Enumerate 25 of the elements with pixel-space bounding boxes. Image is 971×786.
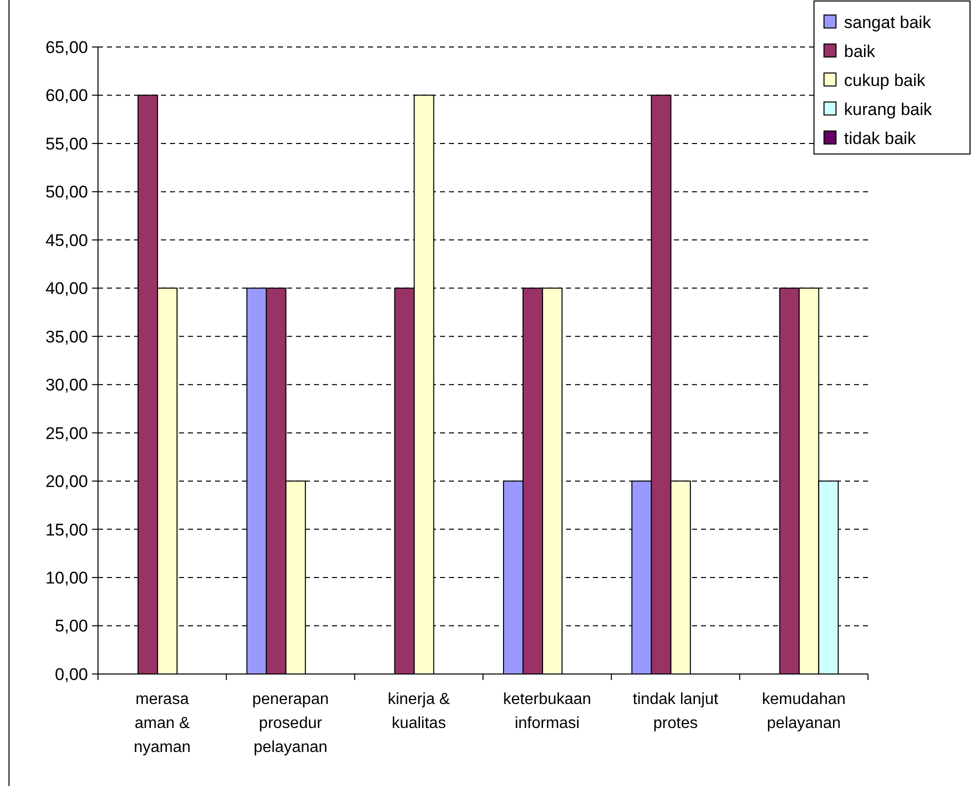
y-tick-label: 0,00: [54, 664, 88, 684]
legend-label: sangat baik: [844, 12, 932, 32]
y-tick-label: 55,00: [45, 134, 88, 154]
y-tick-label: 15,00: [45, 520, 88, 540]
x-tick-label: kinerja & kualitas: [388, 691, 450, 732]
x-tick-label: kemudahan pelayanan: [762, 691, 846, 732]
legend-label: cukup baik: [844, 70, 926, 90]
y-tick-label: 60,00: [45, 86, 88, 106]
y-tick-label: 45,00: [45, 230, 88, 250]
x-tick-label: penerapan prosedur pelayanan: [252, 691, 329, 756]
y-tick-label: 65,00: [45, 38, 88, 57]
y-tick-label: 25,00: [45, 424, 88, 443]
y-tick-label: 5,00: [54, 616, 88, 636]
x-tick-label: merasa aman & nyaman: [134, 691, 191, 756]
legend-label: tidak baik: [844, 128, 916, 148]
x-tick-label: keterbukaan informasi: [503, 691, 592, 732]
x-tick-label: tindak lanjut protes: [632, 691, 719, 732]
y-tick-label: 40,00: [45, 279, 88, 298]
y-tick-label: 20,00: [45, 472, 88, 492]
y-tick-label: 30,00: [45, 376, 88, 395]
legend-label: baik: [844, 42, 876, 61]
y-tick-label: 50,00: [45, 182, 88, 202]
y-tick-label: 10,00: [45, 568, 88, 588]
y-tick-label: 35,00: [45, 327, 88, 346]
legend-label: kurang baik: [844, 100, 932, 119]
